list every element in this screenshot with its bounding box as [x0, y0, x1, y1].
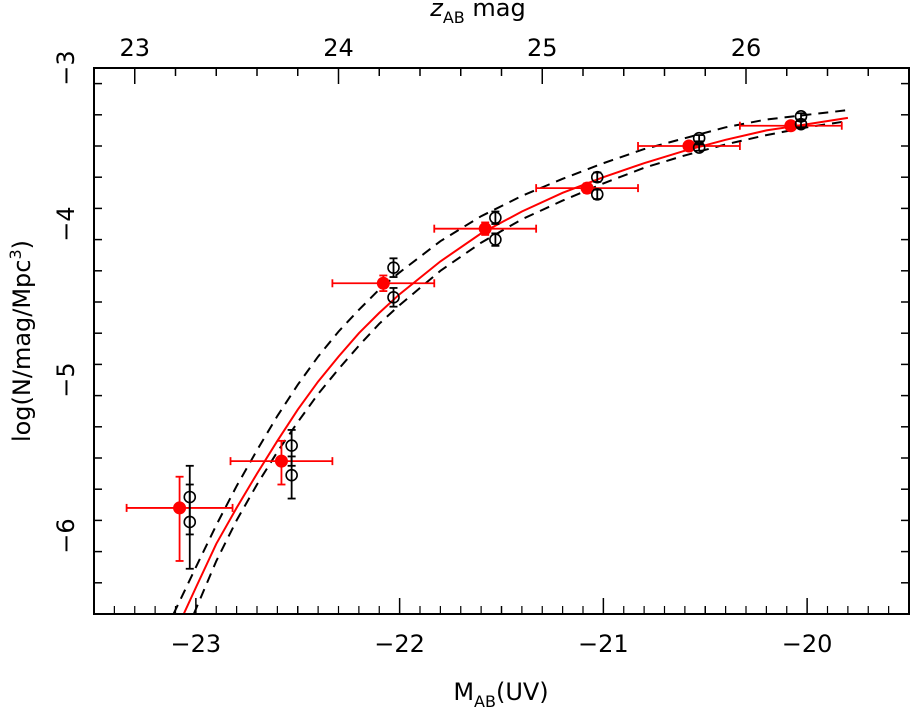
red-data-point — [331, 274, 436, 292]
top-tick-label: 23 — [119, 34, 150, 62]
red-data-point — [433, 221, 538, 236]
open-marker — [590, 188, 604, 201]
top-tick-label: 26 — [731, 34, 762, 62]
dashed-model-curve — [192, 120, 849, 614]
black-data-point — [183, 483, 197, 570]
y-axis-label: log(N/mag/Mpc3) — [6, 240, 36, 442]
open-marker — [387, 261, 400, 274]
black-data-point — [489, 210, 502, 225]
x-tick-label: −23 — [171, 630, 222, 658]
filled-marker — [682, 139, 696, 153]
black-data-point — [590, 170, 604, 184]
open-marker — [285, 439, 298, 452]
black-data-point — [387, 287, 400, 308]
red-data-point — [229, 439, 334, 486]
filled-marker — [173, 501, 187, 515]
filled-marker — [376, 276, 390, 290]
open-marker — [692, 141, 706, 154]
black-data-point — [590, 188, 604, 201]
top-tick-label: 24 — [323, 34, 354, 62]
top-axis-label: zAB mag — [429, 0, 525, 27]
black-data-point — [387, 257, 400, 278]
open-marker — [387, 291, 400, 304]
x-tick-label: −20 — [782, 630, 833, 658]
solid-fit-curve — [182, 116, 849, 614]
black-data-point — [489, 232, 502, 247]
curve-layer — [172, 109, 849, 614]
x-tick-label: −22 — [374, 630, 425, 658]
point-layer — [125, 110, 843, 570]
red-data-point — [535, 181, 639, 195]
y-tick-label: −4 — [52, 206, 80, 241]
open-marker — [794, 117, 808, 131]
x-tick-label: −21 — [578, 630, 629, 658]
tick-label-layer: −23 −22 −21 −20 23 24 25 26 −6 −5 −4 −3 — [52, 34, 832, 658]
black-data-point — [692, 141, 706, 154]
red-data-point — [738, 119, 843, 133]
y-tick-label: −6 — [52, 518, 80, 553]
filled-marker — [274, 454, 288, 468]
open-marker — [489, 233, 502, 246]
top-tick-label: 25 — [527, 34, 558, 62]
y-tick-label: −3 — [52, 50, 80, 85]
filled-marker — [784, 119, 798, 133]
red-data-point — [125, 475, 234, 562]
open-marker — [489, 211, 502, 225]
black-data-point — [285, 455, 298, 500]
black-data-point — [794, 117, 808, 131]
open-marker — [183, 515, 197, 529]
red-data-point — [637, 139, 741, 153]
open-marker — [590, 170, 604, 184]
filled-marker — [478, 222, 492, 236]
tick-layer — [93, 68, 910, 615]
open-marker — [285, 468, 298, 482]
plot-frame — [93, 67, 910, 615]
y-tick-label: −5 — [52, 362, 80, 397]
dashed-model-curve — [172, 109, 849, 614]
x-axis-label: MAB(UV) — [453, 678, 548, 711]
filled-marker — [580, 181, 594, 195]
